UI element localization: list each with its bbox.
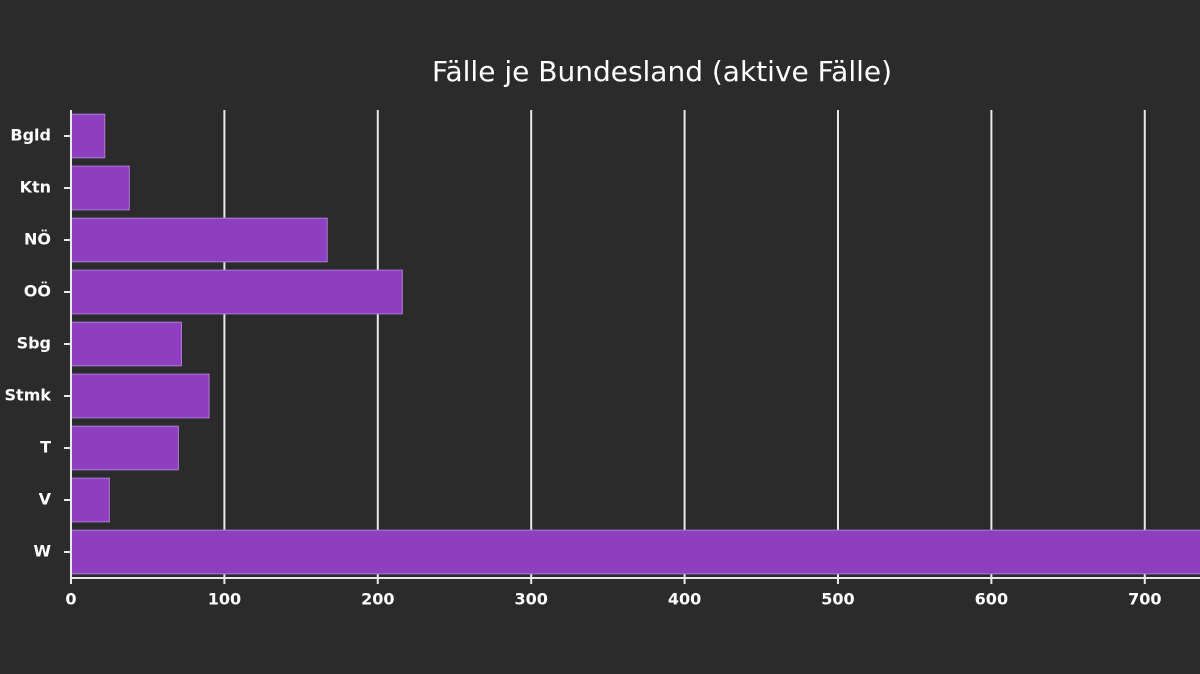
x-tick-label: 500 [821, 590, 854, 609]
y-tick-label: Stmk [5, 386, 52, 405]
x-tick-label: 400 [668, 590, 701, 609]
bar [70, 165, 130, 211]
bar [70, 477, 110, 523]
bar [70, 113, 106, 159]
bar [70, 529, 1200, 575]
y-tick-label: V [39, 490, 52, 509]
y-tick-label: W [33, 542, 51, 561]
chart-title: Fälle je Bundesland (aktive Fälle) [432, 55, 892, 88]
x-tick-label: 300 [514, 590, 547, 609]
bar [70, 217, 328, 263]
x-tick-label: 0 [65, 590, 76, 609]
y-tick-label: NÖ [24, 230, 51, 249]
bar [70, 373, 210, 419]
x-tick-label: 600 [975, 590, 1008, 609]
x-tick-label: 200 [361, 590, 394, 609]
x-tick-label: 100 [208, 590, 241, 609]
y-tick-label: Sbg [17, 334, 51, 353]
y-tick-label: Bgld [10, 126, 51, 145]
bar [70, 425, 179, 471]
bar [70, 321, 182, 367]
y-tick-label: OÖ [24, 282, 51, 301]
x-tick-label: 700 [1128, 590, 1161, 609]
bar [70, 269, 403, 315]
y-tick-label: Ktn [20, 178, 51, 197]
y-tick-label: T [40, 438, 51, 457]
